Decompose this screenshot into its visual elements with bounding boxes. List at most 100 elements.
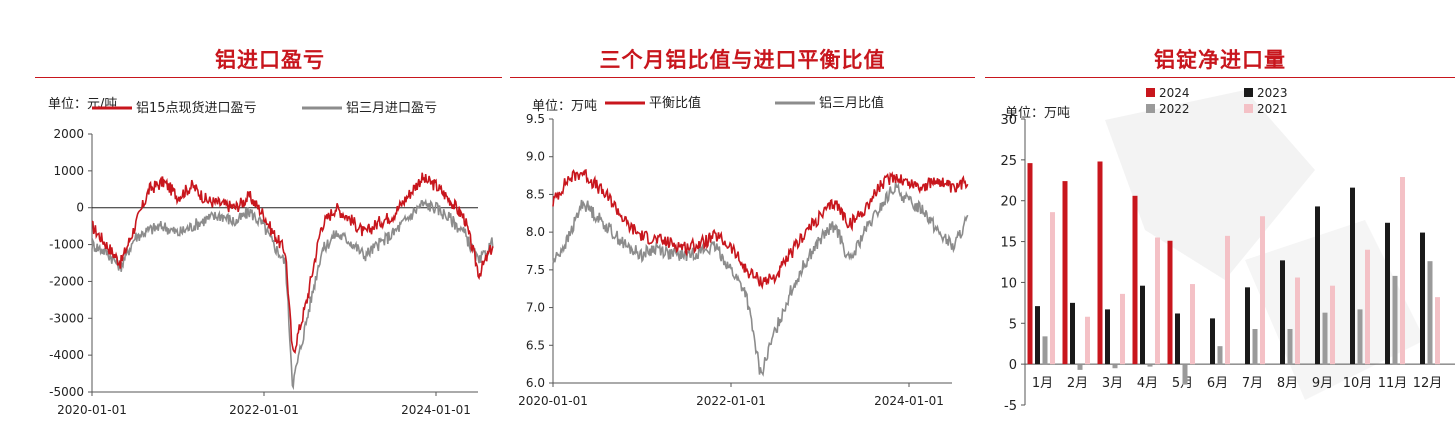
y-tick-label: 7.0 [526,301,545,315]
x-tick-label: 2020-01-01 [57,403,127,417]
y-tick-label: 5 [1009,317,1017,332]
bar-2022 [1217,346,1223,365]
bar-2024 [1062,181,1068,365]
bar-2024 [1097,161,1103,365]
bar-2022 [1322,312,1328,365]
bar-2024 [1167,240,1173,365]
y-tick-label: 20 [1000,195,1017,210]
y-tick-label: 0 [1009,358,1017,373]
bar-2022 [1357,309,1363,365]
y-tick-label: 9.0 [526,150,545,164]
bar-2024 [1027,163,1033,365]
panel-import-profit: 铝进口盈亏 [0,0,505,435]
bar-2021 [1120,293,1125,365]
legend-swatch [1146,104,1155,113]
bar-2022 [1077,364,1083,370]
x-tick-label: 12月 [1413,376,1443,391]
y-tick-label: -3000 [49,311,84,325]
bar-2022 [1182,364,1188,385]
y-tick-label: -2000 [49,274,84,288]
panel-ratio: 三个月铝比值与进口平衡比值 [510,0,975,435]
bar-2022 [1427,261,1433,365]
unit-label: 单位：万吨 [1005,106,1070,121]
y-tick-label: -5000 [49,385,84,399]
x-tick-label: 2月 [1067,376,1088,391]
x-tick-label: 2022-01-01 [696,394,766,408]
legend-label: 2023 [1257,86,1288,100]
panel-net-import: 铝锭净进口量 [985,0,1455,435]
y-tick-label: -1000 [49,238,84,252]
series-line-1 [552,181,969,377]
x-tick-label: 1月 [1032,376,1053,391]
y-tick-label: -4000 [49,348,84,362]
series-line-0 [552,168,969,290]
y-tick-label: 9.5 [526,112,545,126]
panel-title: 三个月铝比值与进口平衡比值 [599,48,886,72]
x-tick-label: 4月 [1137,376,1158,391]
x-tick-label: 2024-01-01 [401,403,471,417]
bar-2023 [1175,313,1180,365]
legend-label: 2024 [1159,86,1190,100]
legend-label: 平衡比值 [649,95,701,111]
legend-swatch [1244,104,1253,113]
bar-2023 [1280,260,1285,365]
bar-2022 [1147,364,1153,367]
bar-2023 [1350,187,1355,365]
bar-2023 [1385,222,1390,365]
bar-2021 [1050,212,1055,365]
panel-title: 铝锭净进口量 [1154,48,1286,72]
legend-label: 铝15点现货进口盈亏 [136,100,257,116]
x-tick-label: 10月 [1343,376,1373,391]
x-tick-label: 2024-01-01 [874,394,944,408]
chart-import-profit: 2000 1000 0 -1000 -2000 -3000 -4000 -5000 2020-0… [48,97,494,417]
title-rule [35,77,502,78]
bar-2023 [1315,206,1320,365]
y-tick-label: 6.5 [526,338,545,352]
title-rule [510,77,975,78]
y-tick-label: 15 [1000,236,1017,251]
bar-2021 [1190,284,1195,365]
x-tick-label: 3月 [1102,376,1123,391]
bar-2023 [1245,287,1250,365]
legend-swatch [1146,88,1155,97]
bar-2022 [1252,329,1258,365]
bar-2022 [1112,364,1118,369]
y-tick-label: 8.5 [526,187,545,201]
panel-title: 铝进口盈亏 [215,48,325,72]
unit-label: 单位：万吨 [532,99,597,114]
bar-2023 [1420,232,1425,365]
x-tick-label: 2020-01-01 [518,394,588,408]
bar-2021 [1260,216,1265,365]
legend-label: 铝三月进口盈亏 [346,101,437,116]
y-tick-label: 10 [1000,276,1017,291]
x-tick-label: 2022-01-01 [229,403,299,417]
bar-2022 [1392,275,1398,365]
bar-2023 [1140,285,1145,365]
bar-2021 [1225,235,1230,365]
bar-2021 [1400,177,1405,365]
bar-2023 [1105,309,1110,365]
bar-2021 [1085,316,1090,365]
bar-2021 [1155,237,1160,365]
series-line-0 [91,172,494,354]
x-tick-label: 7月 [1242,376,1263,391]
bar-2021 [1435,297,1440,365]
y-tick-label: 1000 [53,164,84,178]
legend-label: 2021 [1257,102,1288,116]
series-line-1 [91,198,494,391]
y-tick-label: 7.5 [526,263,545,277]
y-tick-label: 30 [1000,113,1017,128]
bar-2021 [1365,249,1370,365]
y-tick-label: 2000 [53,127,84,141]
legend-label: 2022 [1159,102,1190,116]
bar-2021 [1330,285,1335,365]
x-tick-label: 8月 [1277,376,1298,391]
bar-2023 [1070,302,1075,365]
bar-2024 [1132,195,1138,365]
y-tick-label: 6.0 [526,376,545,390]
bar-2023 [1035,306,1040,365]
bar-2023 [1210,318,1215,365]
x-tick-label: 9月 [1312,376,1333,391]
y-tick-label: 0 [76,201,84,215]
